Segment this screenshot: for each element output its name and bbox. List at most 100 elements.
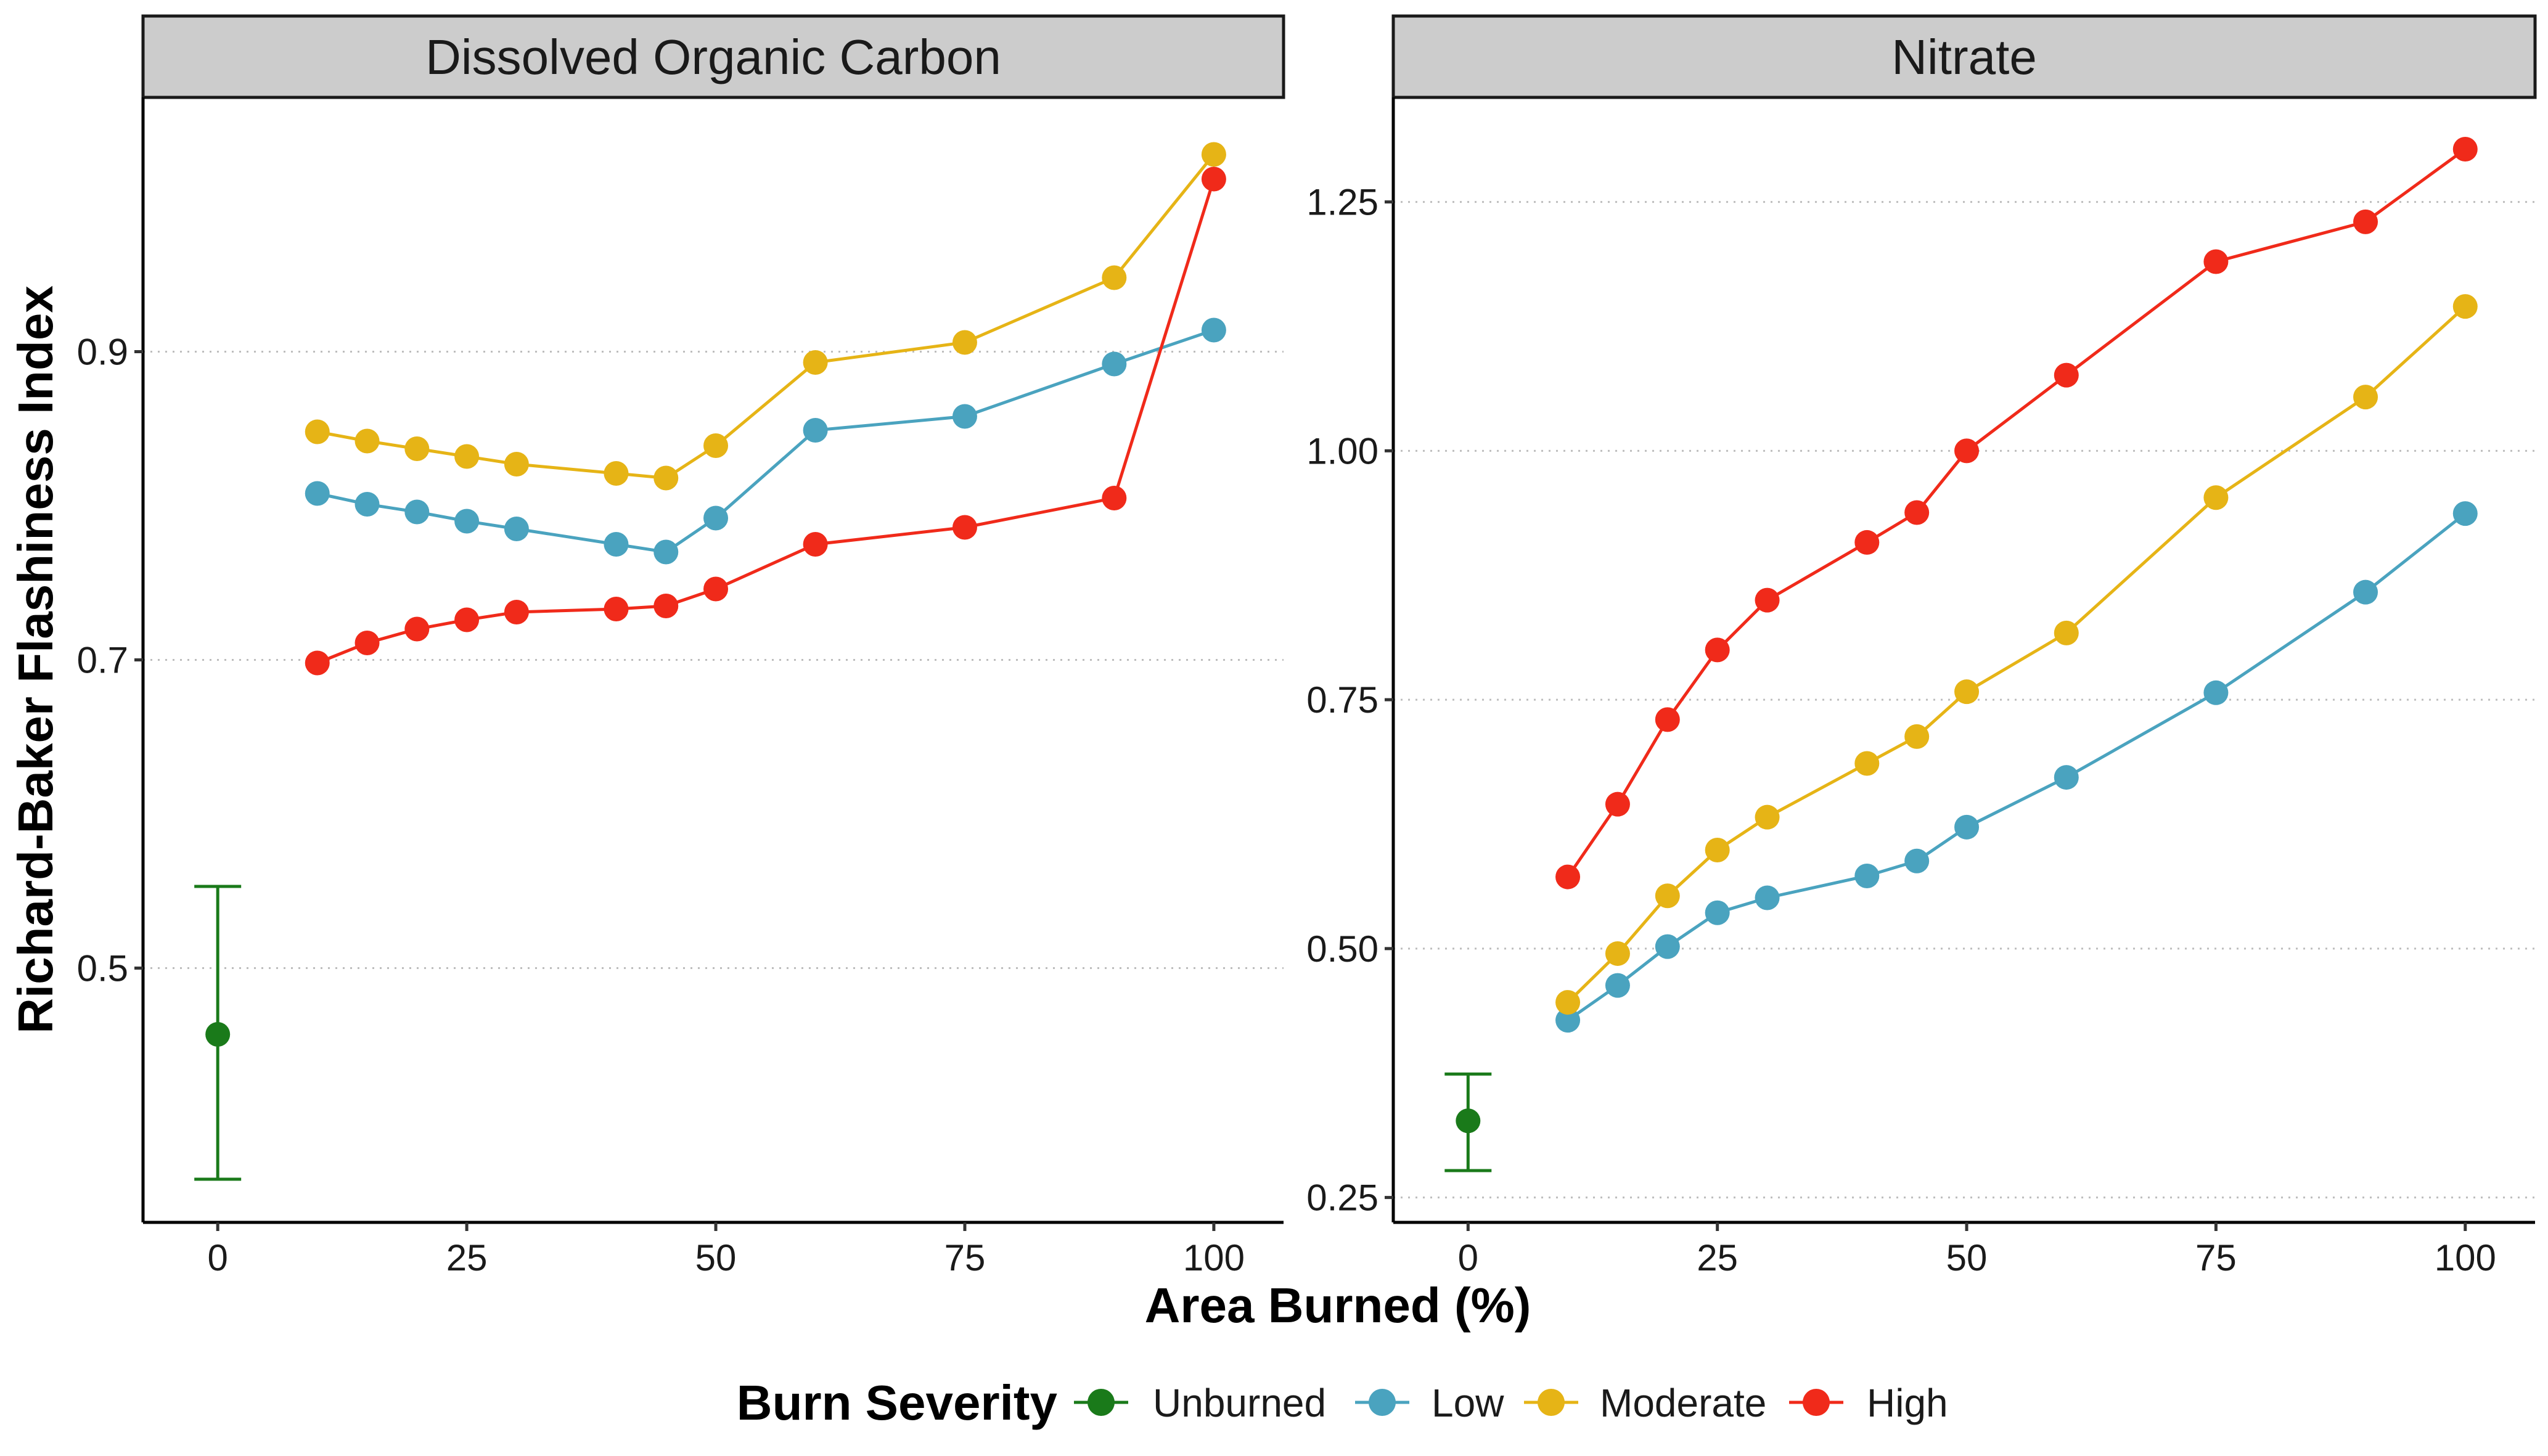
data-point-moderate [1102, 265, 1127, 290]
data-point-moderate [1201, 142, 1226, 167]
panel-nitrate-strip [1391, 14, 2537, 99]
y-axis-title: Richard-Baker Flashiness Index [8, 285, 63, 1034]
data-point-high [404, 616, 430, 642]
data-point-high [604, 597, 629, 621]
x-tick-label: 100 [2435, 1237, 2496, 1278]
data-point-moderate [803, 350, 828, 375]
x-tick-label: 25 [446, 1237, 488, 1278]
data-point-high [952, 515, 977, 540]
data-point-high [703, 576, 729, 602]
data-point-moderate [1605, 941, 1630, 966]
data-point-low [1755, 885, 1780, 910]
data-point-moderate [305, 419, 330, 444]
data-point-low [1954, 814, 1980, 840]
panel-nitrate-x-ticks: 0 25 50 75 100 [1458, 1222, 2496, 1278]
legend-key-point [1088, 1389, 1115, 1416]
data-point-high [354, 631, 380, 655]
data-point-low [653, 539, 679, 565]
data-point-high [2054, 362, 2079, 388]
y-tick-label: 0.25 [1306, 1177, 1378, 1219]
data-point-unburned [1456, 1108, 1481, 1134]
panel-nitrate-title: Nitrate [1891, 30, 2037, 84]
data-point-low [2054, 765, 2079, 790]
panel-doc-strip [141, 14, 1285, 99]
data-point-high [1655, 707, 1680, 732]
series-line-high [316, 178, 1216, 665]
data-point-high [1705, 637, 1730, 663]
data-point-low [1655, 934, 1680, 959]
data-point-low [1201, 317, 1226, 343]
series-line-low [317, 329, 1215, 554]
data-point-high [1555, 864, 1581, 890]
data-point-moderate [1904, 724, 1930, 749]
data-point-moderate [1954, 679, 1980, 705]
legend: Burn Severity Unburned Low Moderate High [737, 1375, 1948, 1430]
data-point-moderate [2353, 385, 2378, 410]
y-tick-label: 1.00 [1306, 430, 1378, 472]
legend-item-low: Low [1355, 1381, 1504, 1425]
legend-key-point [1538, 1389, 1565, 1416]
data-point-moderate [404, 436, 430, 461]
data-point-low [504, 517, 529, 541]
data-point-moderate [703, 433, 729, 458]
y-tick-label: 0.7 [77, 640, 128, 681]
data-point-moderate [653, 465, 679, 491]
legend-label: Low [1432, 1381, 1504, 1425]
legend-item-high: High [1789, 1381, 1948, 1425]
data-point-low [803, 418, 828, 443]
data-point-low [2452, 501, 2478, 526]
x-axis-title: Area Burned (%) [1145, 1278, 1531, 1333]
data-point-low [703, 505, 729, 531]
data-point-low [952, 404, 977, 429]
data-point-high [2353, 209, 2378, 234]
panel-nitrate: Nitrate 0.25 0.50 0.75 1.00 1.25 0 25 50 75 100 [1306, 14, 2537, 1278]
data-point-low [404, 499, 430, 525]
series-line-moderate [1567, 305, 2467, 1004]
data-point-high [1605, 791, 1630, 817]
data-point-high [305, 650, 330, 676]
y-tick-label: 0.50 [1306, 928, 1378, 970]
panel-doc-marks [194, 142, 1226, 1181]
data-point-moderate [1555, 990, 1581, 1015]
data-point-moderate [1854, 751, 1880, 776]
data-point-moderate [2054, 620, 2079, 645]
x-tick-label: 75 [2195, 1237, 2237, 1278]
data-point-moderate [1755, 804, 1780, 830]
panel-doc: Dissolved Organic Carbon 0.5 0.7 0.9 0 25 50… [77, 14, 1285, 1278]
legend-label: High [1867, 1381, 1948, 1425]
panel-doc-x-ticks: 0 25 50 75 100 [207, 1222, 1245, 1278]
data-point-high [504, 600, 529, 624]
series-line-high [1566, 147, 2467, 878]
legend-item-unburned: Unburned [1074, 1381, 1326, 1425]
data-point-high [454, 607, 480, 632]
x-tick-label: 25 [1697, 1237, 1738, 1278]
data-point-unburned [205, 1022, 231, 1047]
data-point-moderate [1655, 883, 1680, 909]
x-tick-label: 100 [1183, 1237, 1245, 1278]
data-point-low [305, 481, 330, 506]
data-point-low [1102, 351, 1127, 377]
y-tick-label: 0.5 [77, 948, 128, 989]
data-point-low [2203, 680, 2229, 705]
data-point-low [454, 509, 480, 534]
data-point-high [2203, 249, 2229, 274]
data-point-low [1904, 848, 1930, 873]
y-tick-label: 0.75 [1306, 679, 1378, 721]
x-tick-label: 50 [1946, 1237, 1988, 1278]
data-point-low [1555, 1008, 1581, 1033]
panel-doc-y-ticks: 0.5 0.7 0.9 [77, 332, 143, 989]
data-point-low [1854, 863, 1880, 888]
data-point-high [653, 594, 679, 618]
data-point-high [2452, 136, 2478, 162]
x-tick-label: 0 [1458, 1237, 1478, 1278]
data-point-moderate [2452, 294, 2478, 319]
data-point-high [1954, 438, 1980, 464]
panel-doc-gridlines [143, 351, 1284, 969]
y-tick-label: 0.9 [77, 332, 128, 373]
data-point-high [1904, 500, 1930, 525]
data-point-moderate [354, 428, 380, 454]
legend-key-point [1369, 1389, 1396, 1416]
y-tick-label: 1.25 [1306, 182, 1378, 223]
data-point-low [1605, 973, 1630, 998]
